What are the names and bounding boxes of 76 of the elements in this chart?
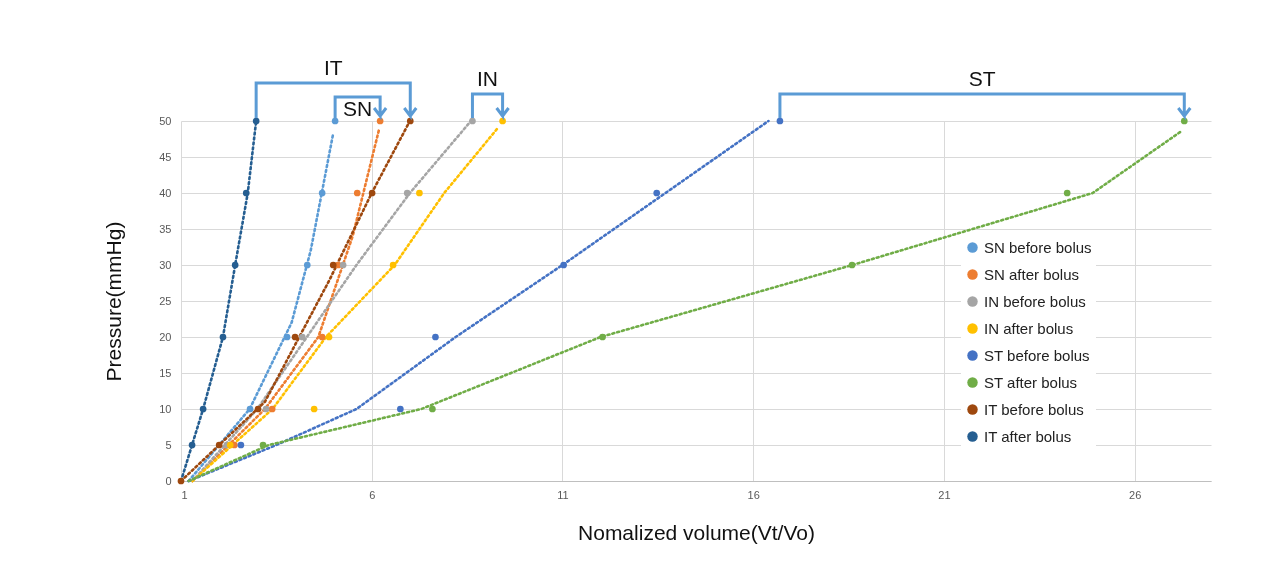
- legend-label: ST after bolus: [984, 373, 1078, 391]
- y-tick-label: 10: [159, 402, 172, 415]
- legend-label: SN after bolus: [984, 265, 1080, 283]
- legend-label: IT after bolus: [984, 427, 1072, 445]
- point: [339, 261, 347, 269]
- point: [318, 333, 326, 341]
- point: [237, 441, 245, 449]
- point: [268, 405, 276, 413]
- y-tick-label: 0: [165, 474, 172, 487]
- point: [215, 441, 223, 449]
- point: [259, 441, 267, 449]
- point: [368, 189, 376, 197]
- text: IN: [477, 67, 499, 90]
- x-tick-label: 11: [557, 488, 569, 501]
- point: [303, 261, 311, 269]
- point: [499, 117, 506, 125]
- point: [406, 117, 414, 125]
- point: [403, 189, 411, 197]
- legend-label: SN before bolus: [984, 238, 1092, 256]
- x-tick-label: 26: [1129, 488, 1142, 501]
- point: [653, 189, 661, 197]
- point: [291, 333, 299, 341]
- point: [177, 477, 185, 485]
- point: [188, 441, 196, 449]
- point: [199, 405, 207, 413]
- point: [254, 405, 262, 413]
- point: [219, 333, 227, 341]
- y-tick-label: 15: [159, 366, 172, 379]
- point: [325, 333, 333, 341]
- x-tick-label: 1: [181, 488, 188, 501]
- point: [242, 189, 250, 197]
- point: [776, 117, 784, 125]
- point: [318, 189, 326, 197]
- point: [231, 261, 239, 269]
- line-series: [187, 130, 1182, 483]
- point: [252, 117, 260, 125]
- text: IT: [323, 56, 343, 79]
- y-tick-label: 30: [159, 258, 172, 271]
- point: [1180, 117, 1188, 125]
- point: [298, 333, 306, 341]
- y-tick-label: 35: [159, 222, 172, 235]
- point: [1063, 189, 1071, 197]
- point: [283, 333, 291, 341]
- point: [262, 405, 270, 413]
- x-tick-label: 21: [938, 488, 951, 501]
- point: [432, 333, 439, 341]
- point: [848, 261, 856, 269]
- y-tick-label: 50: [159, 114, 172, 127]
- point: [310, 405, 318, 413]
- y-axis-title: Pressure(mmHg): [102, 221, 126, 382]
- point: [331, 117, 339, 125]
- legend-label: IN after bolus: [984, 319, 1074, 337]
- x-tick-label: 6: [369, 488, 376, 501]
- x-tick-label: 16: [747, 488, 760, 501]
- legend-label: IN before bolus: [984, 292, 1086, 310]
- text: ST: [968, 67, 996, 90]
- x-axis-title: Nomalized volume(Vt/Vo): [578, 520, 815, 544]
- point: [599, 333, 606, 341]
- y-tick-label: 40: [159, 186, 172, 199]
- y-tick-label: 5: [165, 438, 172, 451]
- legend-label: ST before bolus: [984, 346, 1090, 364]
- point: [560, 261, 567, 269]
- point: [329, 261, 337, 269]
- text: SN: [343, 97, 373, 120]
- y-tick-label: 20: [159, 330, 172, 343]
- point: [389, 261, 397, 269]
- point: [353, 189, 361, 197]
- y-tick-label: 25: [159, 294, 172, 307]
- line-series: [187, 134, 335, 483]
- point: [416, 189, 423, 197]
- legend-label: IT before bolus: [984, 400, 1084, 418]
- point: [246, 405, 254, 413]
- y-tick-label: 45: [159, 150, 172, 163]
- point: [469, 117, 476, 125]
- point: [429, 405, 436, 413]
- point: [397, 405, 404, 413]
